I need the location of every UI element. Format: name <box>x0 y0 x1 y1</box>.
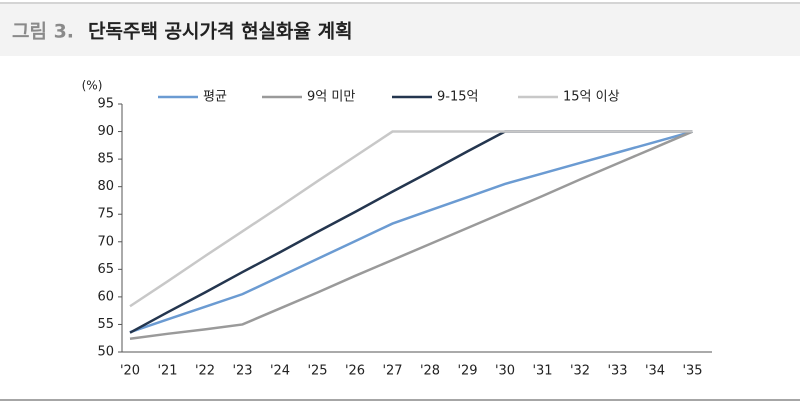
y-tick-label: 55 <box>97 317 114 332</box>
y-tick-label: 60 <box>97 289 114 304</box>
legend-label: 9억 미만 <box>307 90 355 105</box>
figure-label: 그림 3. <box>12 21 74 43</box>
x-tick-label: '28 <box>420 364 440 379</box>
x-tick-label: '30 <box>495 364 515 379</box>
y-tick-label: 95 <box>97 97 114 112</box>
y-tick-label: 50 <box>97 345 114 360</box>
chart-title: 단독주택 공시가격 현실화율 계획 <box>88 21 353 43</box>
y-tick-label: 85 <box>97 152 114 167</box>
series-line <box>129 130 693 308</box>
series-line <box>129 130 693 341</box>
legend-label: 평균 <box>203 90 227 105</box>
x-tick-label: '24 <box>270 364 290 379</box>
x-tick-label: '34 <box>645 364 665 379</box>
x-tick-label: '23 <box>232 364 252 379</box>
y-tick-label: 80 <box>97 179 114 194</box>
x-tick-label: '33 <box>607 364 627 379</box>
y-tick-label: 75 <box>97 207 114 222</box>
x-tick-label: '26 <box>345 364 365 379</box>
x-tick-label: '21 <box>157 364 177 379</box>
y-tick-label: 90 <box>97 124 114 139</box>
legend-label: 15억 이상 <box>563 90 620 105</box>
x-tick-label: '22 <box>195 364 215 379</box>
x-tick-label: '27 <box>382 364 402 379</box>
header-band <box>0 4 800 56</box>
y-tick-label: 65 <box>97 262 114 277</box>
x-tick-label: '29 <box>457 364 477 379</box>
legend-label: 9-15억 <box>437 90 478 105</box>
series-line <box>129 130 693 334</box>
y-tick-label: 70 <box>97 234 114 249</box>
x-tick-label: '20 <box>120 364 140 379</box>
y-unit: (%) <box>82 79 103 93</box>
x-tick-label: '31 <box>532 364 552 379</box>
x-tick-label: '25 <box>307 364 327 379</box>
x-tick-label: '32 <box>570 364 590 379</box>
x-tick-label: '35 <box>682 364 702 379</box>
